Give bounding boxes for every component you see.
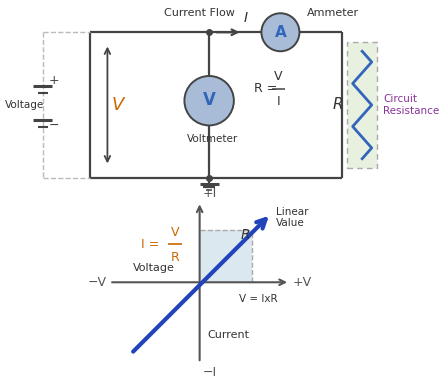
Circle shape bbox=[261, 13, 299, 51]
Bar bbox=[200, 230, 252, 282]
Text: Voltmeter: Voltmeter bbox=[187, 134, 239, 144]
Text: +V: +V bbox=[293, 276, 312, 289]
Text: V: V bbox=[274, 70, 283, 83]
Text: R =: R = bbox=[254, 82, 281, 95]
Text: +: + bbox=[49, 74, 59, 87]
Text: Circuit
Resistance: Circuit Resistance bbox=[383, 94, 439, 116]
Text: −V: −V bbox=[87, 276, 107, 289]
Text: I =: I = bbox=[141, 238, 160, 251]
Text: Current: Current bbox=[207, 329, 249, 340]
Text: Linear
Value: Linear Value bbox=[276, 207, 308, 228]
FancyBboxPatch shape bbox=[347, 42, 377, 168]
Text: I: I bbox=[243, 11, 248, 25]
Text: R: R bbox=[333, 98, 343, 112]
Text: −: − bbox=[49, 119, 59, 132]
Text: V: V bbox=[111, 96, 124, 114]
Text: V: V bbox=[171, 226, 179, 238]
Text: Voltage: Voltage bbox=[133, 263, 175, 273]
Text: Voltage: Voltage bbox=[5, 100, 44, 110]
Text: V = IxR: V = IxR bbox=[239, 294, 278, 304]
Text: +I: +I bbox=[202, 187, 217, 200]
Circle shape bbox=[184, 76, 234, 125]
Text: I: I bbox=[277, 95, 281, 109]
Text: A: A bbox=[275, 25, 286, 40]
Text: R: R bbox=[240, 228, 250, 242]
Text: Ammeter: Ammeter bbox=[307, 8, 359, 18]
Text: −I: −I bbox=[202, 366, 217, 379]
Text: Current Flow: Current Flow bbox=[164, 8, 235, 18]
Text: V: V bbox=[202, 91, 215, 109]
Text: R: R bbox=[170, 251, 179, 264]
